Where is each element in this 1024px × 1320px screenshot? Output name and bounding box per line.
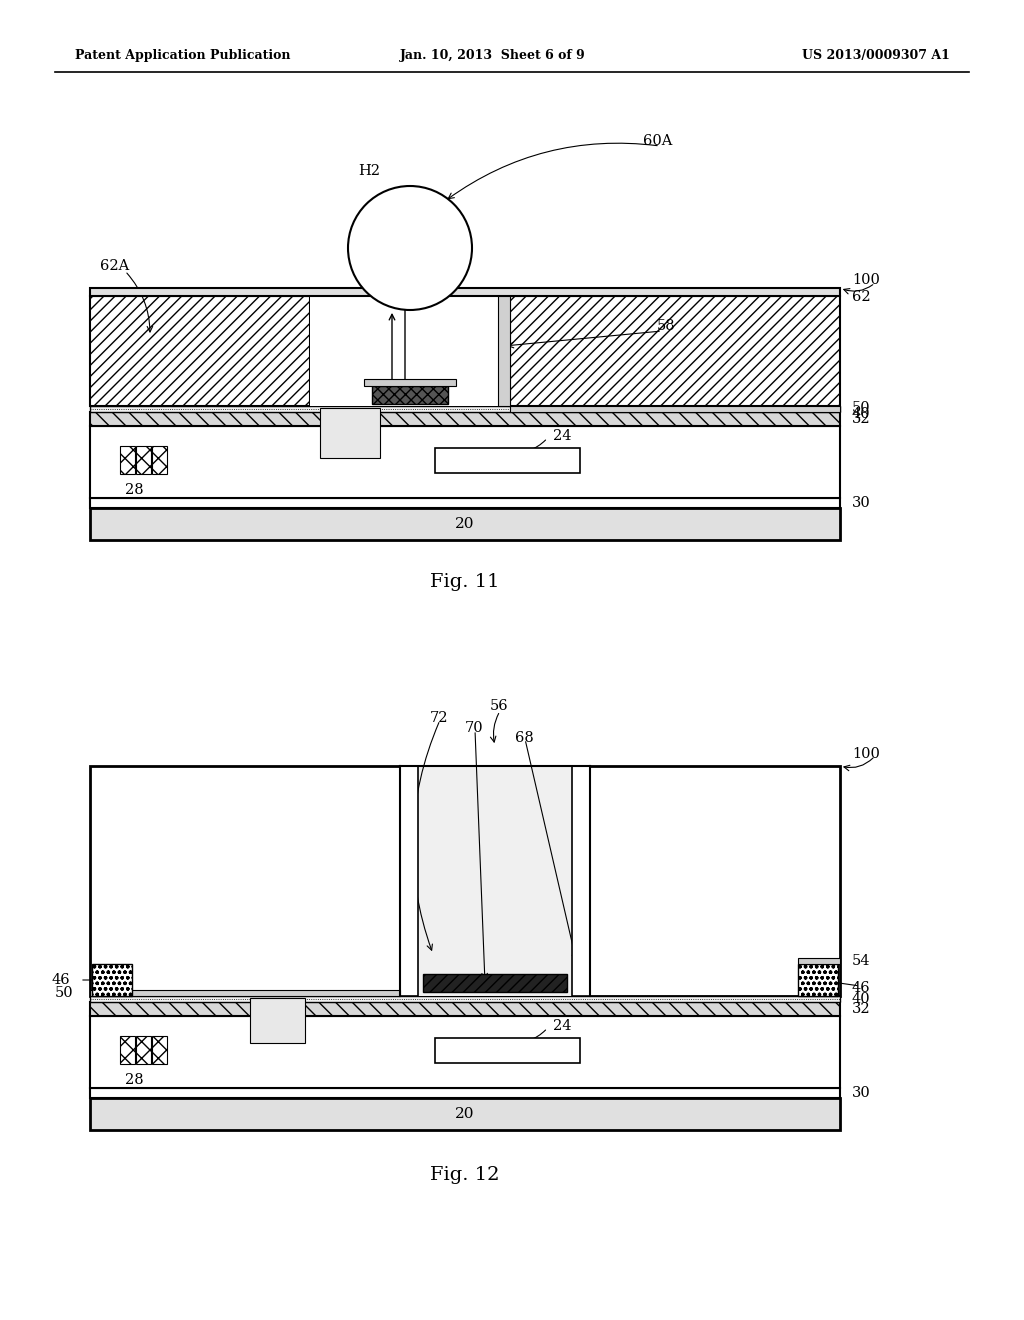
Text: 56: 56 — [490, 700, 509, 713]
Bar — [90, 766, 840, 997]
Text: 68: 68 — [515, 731, 534, 744]
Bar — [90, 412, 840, 426]
Text: 40: 40 — [852, 407, 870, 421]
Bar — [90, 498, 840, 508]
Text: Fig. 11: Fig. 11 — [430, 573, 500, 591]
Text: 46: 46 — [52, 973, 71, 987]
Text: US 2013/0009307 A1: US 2013/0009307 A1 — [802, 49, 950, 62]
Text: 50: 50 — [55, 986, 74, 1001]
Text: 100: 100 — [852, 273, 880, 286]
Bar — [136, 1036, 151, 1064]
Bar — [152, 1036, 167, 1064]
Text: 28: 28 — [125, 1073, 143, 1086]
Bar — [120, 446, 135, 474]
Text: 32: 32 — [852, 1002, 870, 1016]
Bar — [90, 1016, 840, 1088]
Bar — [319, 408, 380, 458]
Text: 46: 46 — [852, 981, 870, 995]
Bar — [423, 974, 567, 993]
Bar — [90, 407, 840, 412]
Bar — [372, 385, 449, 404]
Bar — [90, 1088, 840, 1098]
Text: 60A: 60A — [643, 135, 673, 148]
Text: 24: 24 — [553, 429, 571, 444]
Text: 50: 50 — [852, 401, 870, 414]
Bar — [90, 288, 840, 296]
Text: 58: 58 — [657, 319, 676, 333]
Bar — [498, 296, 510, 407]
Bar — [120, 1036, 135, 1064]
Bar — [250, 998, 305, 1043]
Bar — [90, 508, 840, 540]
Bar — [90, 1098, 840, 1130]
Text: 62: 62 — [852, 290, 870, 304]
Text: 62A: 62A — [100, 259, 129, 273]
Bar — [152, 446, 167, 474]
Bar — [92, 964, 132, 997]
Text: 100: 100 — [852, 747, 880, 762]
Text: Fig. 12: Fig. 12 — [430, 1166, 500, 1184]
Bar — [572, 766, 590, 997]
Text: Jan. 10, 2013  Sheet 6 of 9: Jan. 10, 2013 Sheet 6 of 9 — [400, 49, 586, 62]
Bar — [510, 296, 840, 407]
Text: 40: 40 — [852, 993, 870, 1006]
Bar — [798, 964, 838, 997]
Text: 54: 54 — [852, 954, 870, 968]
Text: 30: 30 — [852, 496, 870, 510]
Text: 24: 24 — [553, 1019, 571, 1034]
Bar — [400, 766, 418, 997]
Text: 28: 28 — [125, 483, 143, 498]
Bar — [418, 766, 572, 997]
Bar — [136, 446, 151, 474]
Text: 60: 60 — [420, 267, 438, 280]
Text: Patent Application Publication: Patent Application Publication — [75, 49, 291, 62]
Text: 20: 20 — [456, 517, 475, 531]
Text: 70: 70 — [465, 721, 483, 735]
Bar — [90, 990, 400, 997]
Text: 20: 20 — [456, 1107, 475, 1121]
Text: 30: 30 — [852, 1086, 870, 1100]
Text: 72: 72 — [430, 711, 449, 725]
Bar — [90, 426, 840, 498]
Bar — [364, 379, 456, 385]
Bar — [310, 296, 510, 407]
Text: 32: 32 — [852, 412, 870, 426]
Bar — [510, 407, 840, 412]
Text: H2: H2 — [358, 164, 380, 178]
Circle shape — [348, 186, 472, 310]
Bar — [435, 1038, 580, 1063]
Bar — [90, 1002, 840, 1016]
Bar — [90, 997, 840, 1002]
Bar — [90, 296, 310, 407]
Bar — [798, 958, 840, 964]
Text: H1: H1 — [358, 256, 380, 271]
Bar — [435, 447, 580, 473]
